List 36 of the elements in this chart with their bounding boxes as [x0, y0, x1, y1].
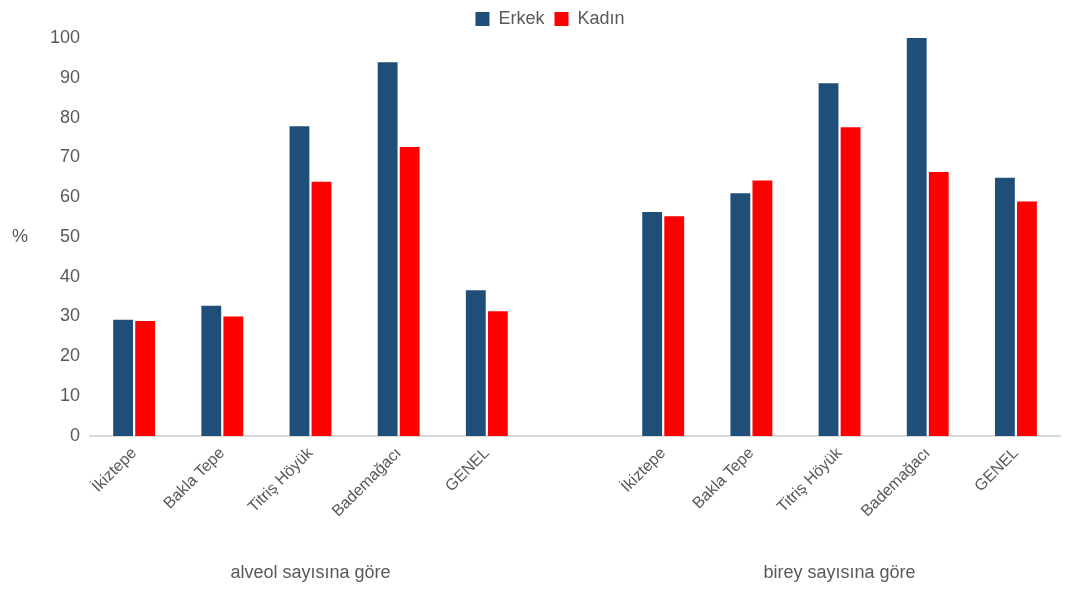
text: alveol sayısına göre — [230, 561, 391, 582]
bar — [664, 216, 685, 436]
bar — [201, 305, 222, 436]
bar — [642, 211, 663, 436]
text: birey sayısına göre — [763, 561, 916, 582]
bar — [752, 180, 773, 436]
y-tick-label: 60 — [60, 186, 81, 207]
bar — [840, 127, 861, 436]
bar — [487, 311, 508, 436]
legend-label: Erkek — [498, 7, 546, 28]
bar — [113, 319, 134, 436]
y-tick-label: 90 — [60, 66, 81, 87]
y-tick-label: 30 — [60, 305, 81, 326]
bar — [289, 126, 310, 436]
bar — [223, 316, 244, 436]
legend-label: Kadın — [577, 7, 625, 28]
y-axis-title: % — [11, 225, 29, 246]
bar — [906, 38, 927, 436]
bar — [928, 172, 949, 436]
bar — [135, 320, 156, 436]
y-tick-label: 40 — [60, 265, 81, 286]
y-tick-label: 20 — [60, 345, 81, 366]
bar — [994, 177, 1015, 436]
y-tick-label: 0 — [70, 424, 81, 445]
y-tick-label: 100 — [49, 26, 81, 47]
bar — [377, 62, 398, 436]
y-tick-label: 70 — [60, 146, 81, 167]
bar — [465, 290, 486, 436]
bar — [818, 83, 839, 436]
bar — [730, 193, 751, 436]
y-tick-label: 50 — [60, 225, 81, 246]
y-tick-label: 10 — [60, 385, 81, 406]
y-tick-label: 80 — [60, 106, 81, 127]
bar — [399, 147, 420, 436]
bar — [311, 181, 332, 436]
bar — [1017, 201, 1037, 436]
